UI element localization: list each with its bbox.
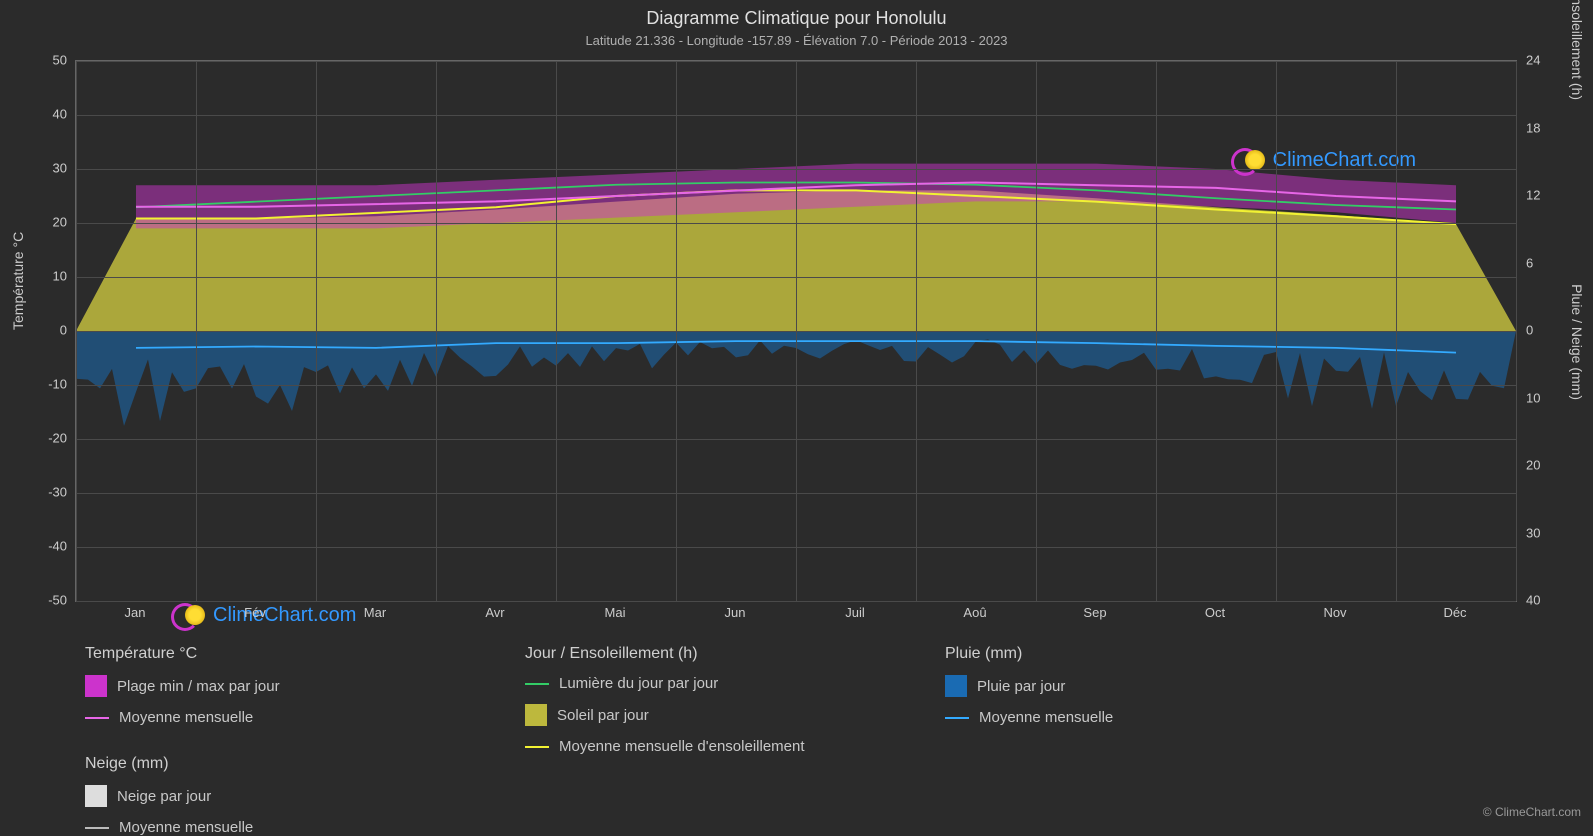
legend-header: Neige (mm) — [85, 755, 365, 773]
y-tick-left: 40 — [53, 107, 67, 122]
grid-line-v — [1516, 61, 1517, 601]
y-tick-left: 50 — [53, 53, 67, 68]
legend-header: Pluie (mm) — [945, 645, 1235, 663]
y-axis-right: 2418126010203040 — [1518, 60, 1593, 600]
legend-item: Moyenne mensuelle — [945, 709, 1235, 726]
y-tick-right-mm: 40 — [1526, 593, 1540, 608]
legend-swatch — [85, 827, 109, 829]
x-tick-month: Déc — [1443, 605, 1466, 620]
chart-plot-area: ClimeChart.com ClimeChart.com — [75, 60, 1517, 602]
legend-swatch — [525, 704, 547, 726]
grid-line-v — [316, 61, 317, 601]
y-tick-right-hours: 0 — [1526, 323, 1533, 338]
y-tick-right-mm: 30 — [1526, 525, 1540, 540]
legend-swatch — [525, 746, 549, 748]
legend-item: Lumière du jour par jour — [525, 675, 905, 692]
x-tick-month: Avr — [485, 605, 504, 620]
legend-label: Neige par jour — [117, 788, 211, 805]
y-tick-right-hours: 24 — [1526, 53, 1540, 68]
x-tick-month: Fév — [244, 605, 266, 620]
y-tick-left: -10 — [48, 377, 67, 392]
legend-item: Moyenne mensuelle — [85, 819, 365, 836]
y-tick-left: 20 — [53, 215, 67, 230]
x-tick-month: Mar — [364, 605, 386, 620]
legend-group: Température °C Plage min / max par jour Mo… — [85, 645, 525, 755]
legend-label: Soleil par jour — [557, 707, 649, 724]
legend-swatch — [85, 717, 109, 719]
y-tick-left: -30 — [48, 485, 67, 500]
legend-label: Lumière du jour par jour — [559, 675, 718, 692]
x-tick-month: Mai — [605, 605, 626, 620]
legend-label: Plage min / max par jour — [117, 678, 280, 695]
legend-label: Moyenne mensuelle — [119, 709, 253, 726]
chart-title: Diagramme Climatique pour Honolulu — [0, 0, 1593, 29]
x-tick-month: Sep — [1083, 605, 1106, 620]
y-tick-left: 10 — [53, 269, 67, 284]
grid-line-v — [1036, 61, 1037, 601]
legend-item: Moyenne mensuelle d'ensoleillement — [525, 738, 905, 755]
y-tick-left: -50 — [48, 593, 67, 608]
x-tick-month: Aoû — [963, 605, 986, 620]
legend-group: Pluie (mm) Pluie par jour Moyenne mensuell… — [945, 645, 1275, 755]
chart-subtitle: Latitude 21.336 - Longitude -157.89 - Él… — [0, 29, 1593, 48]
y-tick-right-hours: 18 — [1526, 120, 1540, 135]
copyright: © ClimeChart.com — [1483, 805, 1581, 819]
y-tick-left: 30 — [53, 161, 67, 176]
grid-line-v — [436, 61, 437, 601]
y-tick-right-hours: 12 — [1526, 188, 1540, 203]
grid-line-v — [196, 61, 197, 601]
legend: Température °C Plage min / max par jour Mo… — [85, 645, 1525, 836]
grid-line-v — [676, 61, 677, 601]
grid-line-v — [76, 61, 77, 601]
legend-item: Neige par jour — [85, 785, 365, 807]
x-tick-month: Jun — [725, 605, 746, 620]
grid-line-v — [916, 61, 917, 601]
y-tick-left: 0 — [60, 323, 67, 338]
grid-line-v — [1396, 61, 1397, 601]
legend-swatch — [525, 683, 549, 685]
legend-label: Moyenne mensuelle — [119, 819, 253, 836]
x-tick-month: Oct — [1205, 605, 1225, 620]
x-tick-month: Nov — [1323, 605, 1346, 620]
y-tick-right-mm: 20 — [1526, 458, 1540, 473]
legend-label: Moyenne mensuelle — [979, 709, 1113, 726]
grid-line-v — [1156, 61, 1157, 601]
y-tick-left: -20 — [48, 431, 67, 446]
x-tick-month: Jan — [125, 605, 146, 620]
legend-label: Pluie par jour — [977, 678, 1065, 695]
y-tick-right-hours: 6 — [1526, 255, 1533, 270]
x-tick-month: Juil — [845, 605, 865, 620]
grid-line-v — [556, 61, 557, 601]
legend-swatch — [85, 675, 107, 697]
legend-item: Plage min / max par jour — [85, 675, 485, 697]
grid-line-v — [796, 61, 797, 601]
legend-item: Soleil par jour — [525, 704, 905, 726]
legend-item: Pluie par jour — [945, 675, 1235, 697]
legend-header: Température °C — [85, 645, 485, 663]
legend-item: Moyenne mensuelle — [85, 709, 485, 726]
y-tick-left: -40 — [48, 539, 67, 554]
legend-swatch — [945, 717, 969, 719]
grid-line-v — [1276, 61, 1277, 601]
legend-label: Moyenne mensuelle d'ensoleillement — [559, 738, 805, 755]
y-axis-left: 50403020100-10-20-30-40-50 — [0, 60, 75, 600]
legend-swatch — [85, 785, 107, 807]
x-axis: Jan Fév Mar Avr Mai Jun Juil Aoû Sep Oct Nov Déc — [75, 600, 1515, 630]
legend-header: Jour / Ensoleillement (h) — [525, 645, 905, 663]
legend-group: Neige (mm) Neige par jour Moyenne mensuell… — [85, 755, 405, 836]
y-tick-right-mm: 10 — [1526, 390, 1540, 405]
legend-group: Jour / Ensoleillement (h) Lumière du jour… — [525, 645, 945, 755]
legend-swatch — [945, 675, 967, 697]
